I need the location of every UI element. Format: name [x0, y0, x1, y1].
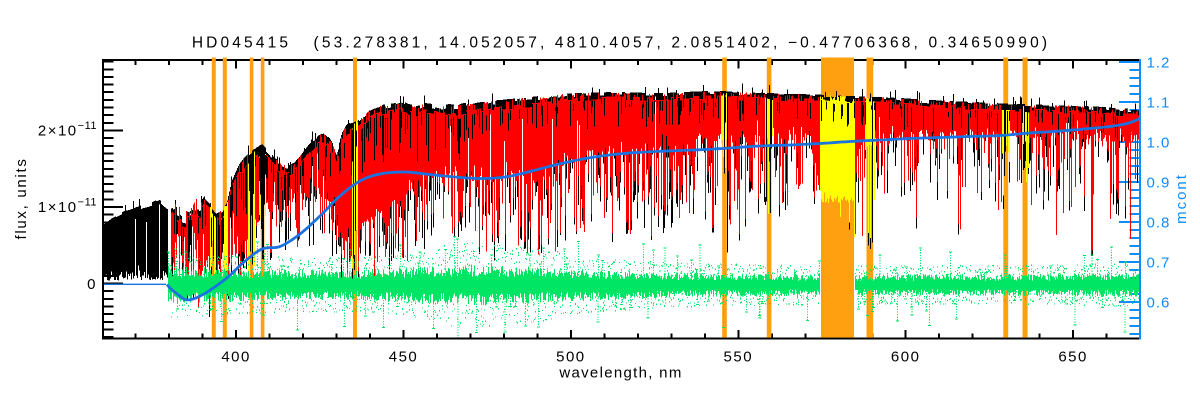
svg-text:0.6: 0.6: [1147, 294, 1171, 311]
svg-text:0.8: 0.8: [1147, 214, 1171, 231]
svg-text:wavelength, nm: wavelength, nm: [558, 365, 682, 382]
svg-text:1.2: 1.2: [1147, 54, 1171, 71]
svg-text:flux, units: flux, units: [13, 157, 30, 239]
svg-text:0.7: 0.7: [1147, 254, 1171, 271]
svg-text:mcont: mcont: [1173, 173, 1190, 224]
svg-text:1.0: 1.0: [1147, 134, 1171, 151]
svg-text:450: 450: [389, 349, 419, 366]
svg-text:0: 0: [87, 276, 97, 293]
svg-text:500: 500: [556, 349, 586, 366]
svg-text:400: 400: [221, 349, 251, 366]
svg-text:1.1: 1.1: [1147, 94, 1171, 111]
svg-text:650: 650: [1058, 349, 1088, 366]
svg-text:600: 600: [891, 349, 921, 366]
svg-text:550: 550: [724, 349, 754, 366]
svg-text:HD045415 (53.278381, 14.0520: HD045415 (53.278381, 14.052057, 4810.405…: [192, 35, 1050, 52]
svg-text:0.9: 0.9: [1147, 174, 1171, 191]
